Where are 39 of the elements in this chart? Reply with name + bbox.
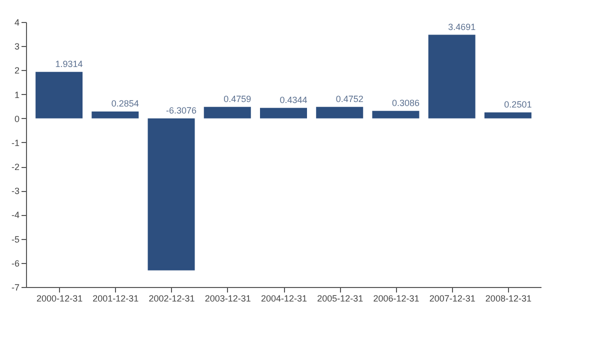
x-tick-label: 2006-12-31 bbox=[373, 294, 420, 304]
bar bbox=[36, 72, 83, 118]
bar bbox=[428, 34, 476, 118]
data-label: -6.3076 bbox=[166, 105, 197, 116]
data-label: 1.9314 bbox=[55, 58, 83, 69]
data-label: 0.4752 bbox=[336, 94, 364, 104]
data-label: 3.4691 bbox=[448, 22, 476, 32]
y-tick-label: 2 bbox=[14, 66, 20, 76]
bar bbox=[204, 106, 251, 118]
bar bbox=[260, 108, 307, 118]
y-tick-label: 4 bbox=[14, 18, 20, 28]
y-tick-label: -1 bbox=[11, 138, 20, 148]
y-tick-label: -6 bbox=[11, 258, 20, 268]
y-tick-label: -2 bbox=[11, 162, 20, 172]
bar bbox=[148, 118, 195, 270]
x-tick-label: 2008-12-31 bbox=[485, 294, 532, 304]
x-tick-label: 2001-12-31 bbox=[92, 294, 139, 304]
bar bbox=[372, 110, 420, 118]
x-tick-label: 2003-12-31 bbox=[204, 294, 251, 304]
y-tick-label: 3 bbox=[14, 42, 20, 52]
x-tick-label: 2000-12-31 bbox=[36, 294, 83, 304]
y-tick-label: -7 bbox=[11, 282, 20, 292]
data-label: 0.2854 bbox=[111, 98, 139, 108]
y-tick-label: -4 bbox=[11, 210, 20, 220]
bar bbox=[316, 106, 364, 118]
y-tick-label: 1 bbox=[14, 90, 20, 100]
y-tick-label: -5 bbox=[11, 234, 20, 244]
data-label: 0.4344 bbox=[280, 94, 308, 105]
y-tick-label: -3 bbox=[11, 186, 20, 196]
y-tick-label: 0 bbox=[14, 114, 20, 124]
data-label: 0.2501 bbox=[504, 99, 532, 110]
bar bbox=[484, 112, 532, 118]
x-tick-label: 2005-12-31 bbox=[317, 294, 364, 304]
data-label: 0.3086 bbox=[392, 98, 420, 108]
data-label: 0.4759 bbox=[224, 94, 252, 104]
x-tick-label: 2004-12-31 bbox=[260, 294, 308, 304]
x-tick-label: 2007-12-31 bbox=[429, 294, 476, 304]
x-tick-label: 2002-12-31 bbox=[148, 294, 195, 304]
bar bbox=[92, 111, 139, 118]
